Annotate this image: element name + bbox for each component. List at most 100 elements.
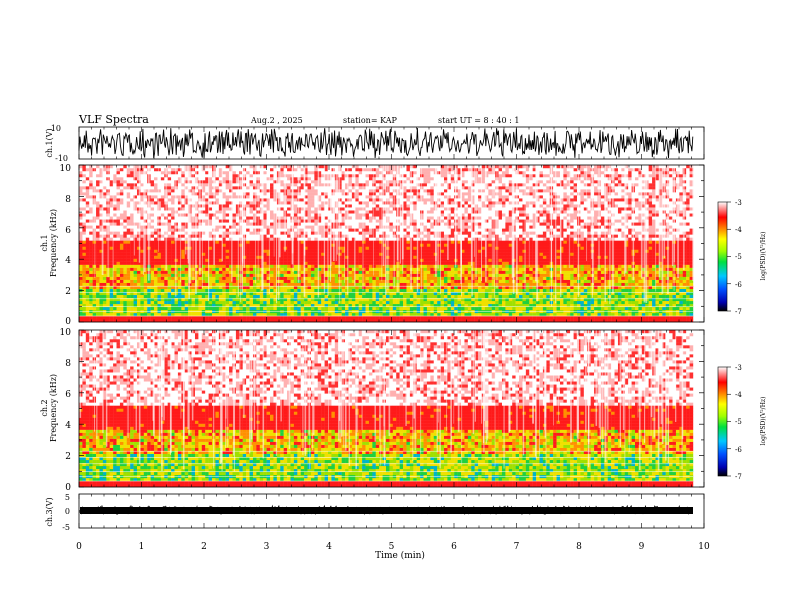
spectrogram-cell xyxy=(307,288,312,293)
spectrogram-cell xyxy=(130,198,134,202)
spectrogram-cell xyxy=(201,195,206,199)
spectrogram-cell xyxy=(181,222,185,226)
spectrogram-cell xyxy=(150,186,155,190)
spectrogram-cell xyxy=(133,264,138,268)
spectrogram-cell xyxy=(399,276,404,280)
spectrogram-cell xyxy=(225,243,230,247)
spectrogram-cell xyxy=(99,267,104,271)
spectrogram-cell xyxy=(212,279,216,283)
spectrogram-cell xyxy=(307,228,312,232)
spectrogram-cell xyxy=(79,201,83,205)
spectrogram-cell xyxy=(89,177,93,181)
spectrogram-cell xyxy=(293,192,298,196)
spectrogram-cell xyxy=(130,246,134,250)
spectrogram-cell xyxy=(256,291,260,296)
spectrogram-cell xyxy=(324,237,329,241)
spectrogram-cell xyxy=(119,318,124,323)
spectrogram-cell xyxy=(150,303,155,308)
spectrogram-cell xyxy=(232,165,237,169)
spectrogram-cell xyxy=(201,237,206,241)
spectrogram-cell xyxy=(270,183,274,187)
spectrogram-cell xyxy=(150,225,155,229)
spectrogram-cell xyxy=(365,273,370,277)
spectrogram-cell xyxy=(365,264,370,268)
spectrogram-cell xyxy=(246,312,250,317)
spectrogram-cell xyxy=(89,312,93,317)
spectrogram-cell xyxy=(184,243,189,247)
spectrogram-cell xyxy=(379,168,383,172)
spectrogram-cell xyxy=(147,297,151,302)
spectrogram-cell xyxy=(140,183,145,187)
spectrogram-cell xyxy=(133,207,138,211)
spectrogram-cell xyxy=(328,312,332,317)
spectrogram-cell xyxy=(89,261,93,265)
spectrogram-cell xyxy=(345,291,349,296)
spectrogram-cell xyxy=(140,267,145,271)
spectrogram-cell xyxy=(324,303,329,308)
spectrogram-cell xyxy=(82,192,87,196)
spectrogram-cell xyxy=(263,270,267,274)
spectrogram-cell xyxy=(283,312,288,317)
spectrogram-cell xyxy=(287,312,291,317)
spectrogram-cell xyxy=(379,306,383,311)
spectrogram-cell xyxy=(208,288,213,293)
spectrogram-cell xyxy=(362,273,366,277)
spectrogram-cell xyxy=(82,213,87,217)
spectrogram-cell xyxy=(307,285,312,289)
spectrogram-cell xyxy=(321,264,325,268)
spectrogram-cell xyxy=(341,315,346,320)
spectrogram-cell xyxy=(119,228,124,232)
spectrogram-cell xyxy=(208,177,213,181)
spectrogram-cell xyxy=(82,255,87,259)
spectrogram-cell xyxy=(259,318,264,323)
spectrogram-cell xyxy=(399,249,404,253)
spectrogram-cell xyxy=(372,225,376,229)
spectrogram-cell xyxy=(116,297,121,302)
spectrogram-cell xyxy=(355,303,359,308)
spectrogram-cell xyxy=(126,291,131,296)
spectrogram-cell xyxy=(259,294,264,299)
spectrogram-cell xyxy=(92,180,97,184)
spectrogram-cell xyxy=(300,240,305,244)
spectrogram-cell xyxy=(365,222,370,226)
spectrogram-cell xyxy=(355,225,359,229)
spectrogram-cell xyxy=(351,258,356,262)
spectrogram-cell xyxy=(375,174,380,178)
spectrogram-cell xyxy=(229,243,233,247)
spectrogram-cell xyxy=(205,234,209,238)
spectrogram-cell xyxy=(160,210,165,214)
spectrogram-cell xyxy=(379,210,383,214)
spectrogram-cell xyxy=(184,303,189,308)
spectrogram-cell xyxy=(280,195,284,199)
spectrogram-cell xyxy=(341,219,346,223)
spectrogram-cell xyxy=(188,288,192,293)
spectrogram-cell xyxy=(307,291,312,296)
spectrogram-cell xyxy=(82,189,87,193)
spectrogram-cell xyxy=(379,222,383,226)
spectrogram-cell xyxy=(293,204,298,208)
spectrogram-cell xyxy=(270,303,274,308)
spectrogram-cell xyxy=(79,228,83,232)
spectrogram-cell xyxy=(154,243,158,247)
spectrogram-cell xyxy=(355,201,359,205)
spectrogram-cell xyxy=(242,282,247,286)
spectrogram-cell xyxy=(150,213,155,217)
spectrogram-cell xyxy=(147,306,151,311)
spectrogram-cell xyxy=(246,198,250,202)
spectrogram-cell xyxy=(310,252,315,256)
spectrogram-cell xyxy=(232,270,237,274)
spectrogram-cell xyxy=(113,270,117,274)
spectrogram-cell xyxy=(310,291,315,296)
spectrogram-cell xyxy=(389,261,394,265)
spectrogram-cell xyxy=(130,216,134,220)
spectrogram-cell xyxy=(218,213,223,217)
spectrogram-cell xyxy=(300,285,305,289)
spectrogram-cell xyxy=(188,285,192,289)
spectrogram-cell xyxy=(140,291,145,296)
spectrogram-cell xyxy=(375,213,380,217)
spectrogram-cell xyxy=(362,225,366,229)
spectrogram-cell xyxy=(102,213,107,217)
spectrogram-cell xyxy=(348,177,353,181)
spectrogram-cell xyxy=(379,171,383,175)
spectrogram-cell xyxy=(85,228,90,232)
